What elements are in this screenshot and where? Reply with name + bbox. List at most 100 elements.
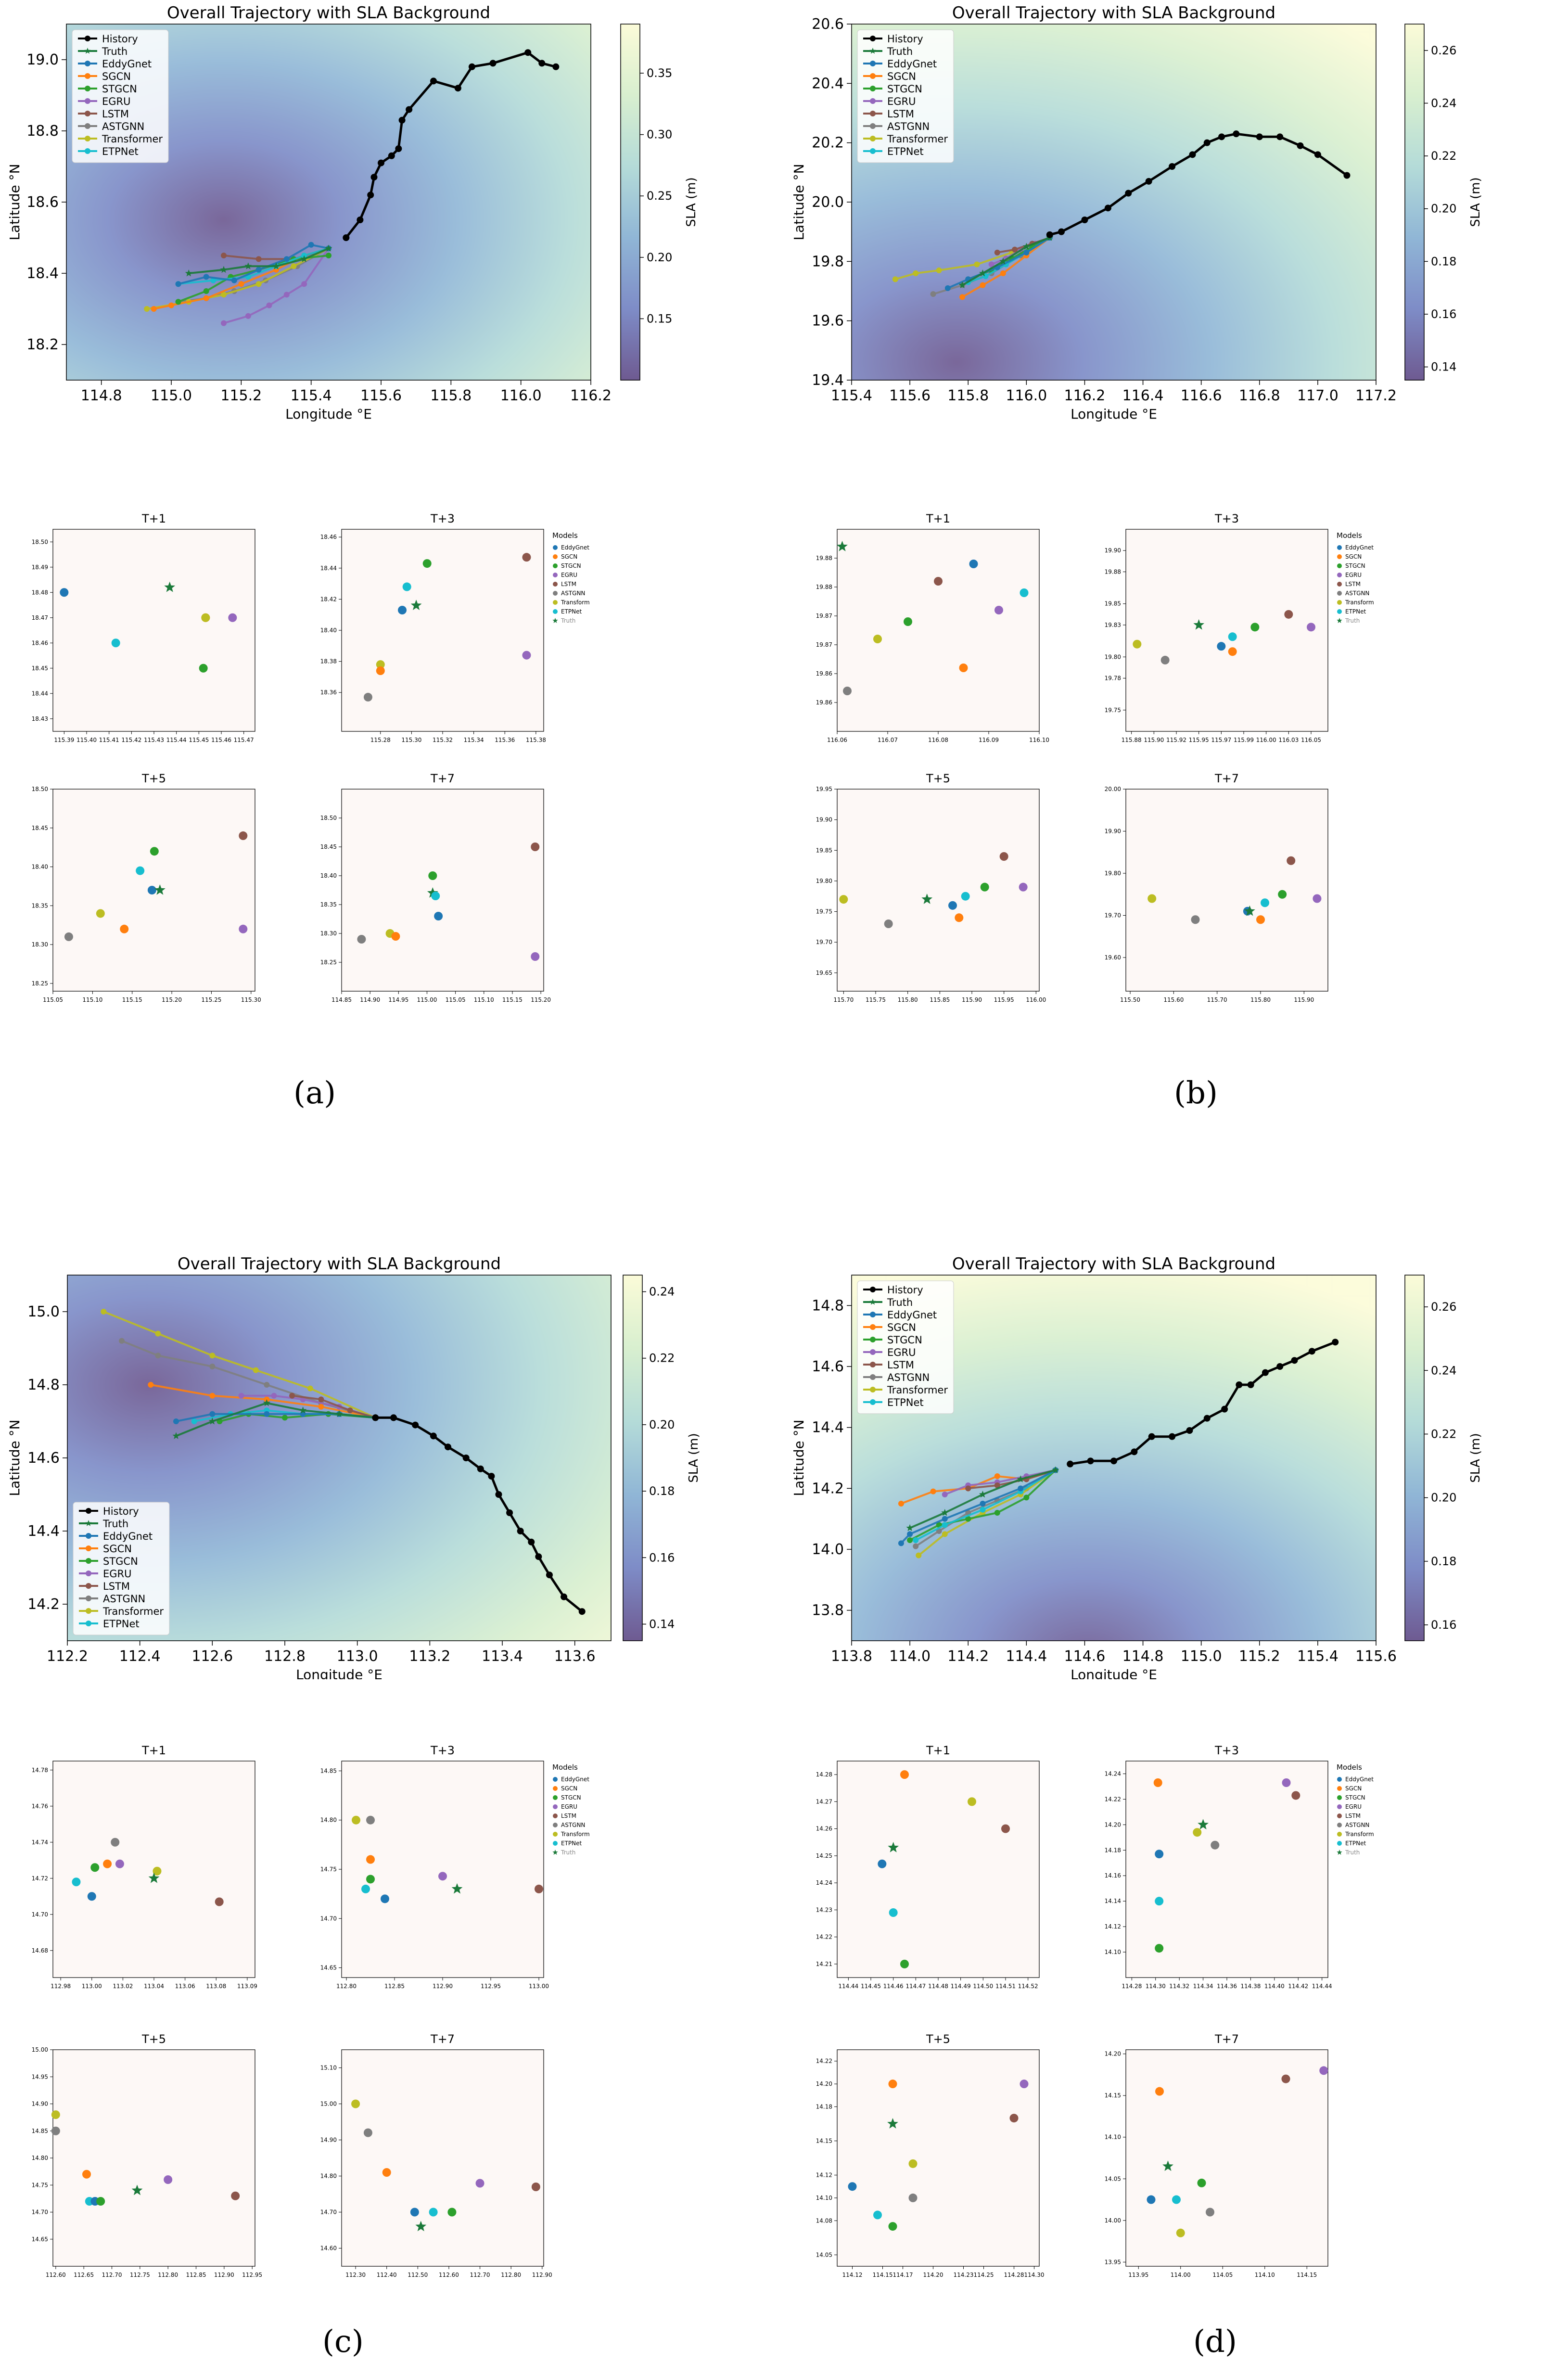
point-egru: [1307, 623, 1315, 632]
x-tick-label: 114.20: [923, 2272, 943, 2278]
legend-title: Models: [552, 531, 578, 540]
colorbar-tick-label: 0.20: [649, 1418, 675, 1431]
point-astgnn: [366, 1815, 375, 1825]
legend-swatch-marker: [86, 1508, 91, 1514]
x-tick-label: 114.50: [973, 1983, 993, 1990]
legend-swatch-marker: [1337, 1804, 1342, 1809]
point-eddygnet: [878, 1859, 887, 1868]
x-tick-label: 115.60: [1163, 996, 1184, 1003]
legend-entry-astgnn: ASTGNN: [887, 1372, 930, 1383]
y-tick-label: 20.4: [812, 75, 844, 92]
series-point-history: [552, 63, 560, 70]
truth-marker: [244, 262, 252, 269]
x-tick-label: 115.10: [474, 996, 494, 1003]
x-tick-label: 115.45: [189, 737, 209, 743]
series-point-history: [1104, 204, 1111, 212]
x-tick-label: 116.09: [979, 737, 999, 743]
series-point-history: [1189, 151, 1196, 158]
point-sgcn: [82, 2170, 91, 2179]
point-astgnn: [51, 2126, 60, 2135]
series-point-stgcn: [994, 1510, 1000, 1516]
y-tick-label: 19.65: [816, 970, 832, 976]
colorbar-tick-label: 0.35: [647, 66, 672, 80]
series-point-history: [395, 145, 402, 152]
panel-b-scatter: T+1 116.06 116.07 116.08 116.09 116.10 19.86 19…: [816, 512, 1374, 1003]
point-egru: [1313, 894, 1322, 903]
series-point-history: [506, 1509, 513, 1516]
point-egru: [531, 952, 540, 961]
series-point-egru: [221, 320, 227, 326]
point-lstm: [1001, 1824, 1010, 1833]
legend-title: Models: [1337, 1763, 1362, 1772]
x-tick-label: 114.23: [954, 2272, 974, 2278]
series-point-transformer: [307, 1385, 313, 1392]
legend-entry-stgcn: STGCN: [561, 562, 581, 569]
chart-title: Overall Trajectory with SLA Background: [952, 3, 1275, 23]
point-etpnet: [361, 1884, 370, 1893]
legend-entry-astgnn: ASTGNN: [561, 590, 585, 597]
series-point-egru: [988, 261, 994, 268]
series-point-eddygnet: [907, 1531, 913, 1537]
series-point-eddygnet: [980, 1501, 986, 1507]
y-tick-label: 18.43: [32, 715, 48, 722]
y-tick-label: 14.08: [816, 2217, 832, 2224]
chart-title: Overall Trajectory with SLA Background: [178, 1254, 501, 1274]
y-tick-label: 14.90: [320, 2137, 337, 2144]
y-tick-label: 14.70: [320, 2209, 337, 2216]
x-tick-label: 113.09: [237, 1983, 257, 1990]
legend-swatch-marker: [553, 591, 558, 596]
y-tick-label: 19.88: [816, 555, 832, 562]
legend-entry-sgcn: SGCN: [561, 553, 577, 560]
series-point-lstm: [255, 256, 262, 262]
series-point-transformer: [144, 306, 150, 312]
series-point-history: [535, 1553, 542, 1560]
legend-entry-transformer: Transformer: [887, 1384, 948, 1396]
x-tick-label: 115.28: [370, 737, 391, 743]
legend-entry-eddygnet: EddyGnet: [887, 1309, 937, 1321]
series-point-history: [1314, 151, 1321, 158]
series-point-history: [578, 1608, 586, 1615]
legend-title: Models: [1337, 531, 1362, 540]
series-point-history: [430, 1432, 437, 1440]
legend-swatch-marker: [85, 36, 90, 41]
series-line-truth: [189, 247, 329, 274]
x-tick-label: 115.44: [166, 737, 187, 743]
y-tick-label: 15.10: [320, 2065, 337, 2071]
truth-marker: [272, 262, 280, 269]
y-tick-label: 14.76: [32, 1803, 48, 1810]
series-line-egru: [223, 248, 330, 324]
subplot-frame: [52, 529, 255, 732]
colorbar-tick-label: 0.18: [1431, 255, 1456, 268]
y-tick-label: 14.8: [27, 1377, 60, 1393]
series-point-etpnet: [191, 1418, 197, 1424]
x-tick-label: 114.30: [1024, 2272, 1045, 2278]
legend-entry-truth: Truth: [561, 1849, 575, 1856]
point-transformer: [352, 1815, 360, 1825]
series-point-sgcn: [209, 1392, 216, 1399]
y-tick-label: 18.30: [320, 930, 337, 937]
y-tick-label: 19.6: [812, 313, 844, 330]
x-tick-label: 115.43: [144, 737, 164, 743]
series-point-history: [1110, 1457, 1117, 1465]
point-lstm: [1284, 610, 1293, 619]
series-line-history: [1049, 132, 1348, 236]
point-stgcn: [1155, 1944, 1164, 1953]
series-point-history: [445, 1443, 451, 1451]
series-point-eddygnet: [173, 1418, 179, 1424]
panel-a-trajectory: Overall Trajectory with SLA Background 11…: [7, 3, 699, 422]
x-tick-label: 115.10: [82, 996, 102, 1003]
x-tick-label: 114.15: [1297, 2272, 1317, 2278]
x-tick-label: 112.70: [102, 2272, 122, 2278]
legend-swatch-marker: [86, 1621, 91, 1626]
x-tick-label: 114.34: [1193, 1983, 1213, 1990]
y-tick-label: 14.16: [1105, 1872, 1121, 1879]
subplot-frame: [837, 529, 1040, 732]
legend-entry-egru: EGRU: [102, 96, 131, 107]
series-point-history: [1131, 1448, 1138, 1456]
truth-marker: [154, 884, 166, 895]
subplot-title: T+7: [430, 772, 455, 785]
x-tick-label: 115.25: [201, 996, 221, 1003]
legend-entry-etpnet: ETPNet: [1345, 608, 1366, 615]
y-tick-label: 14.90: [32, 2101, 48, 2107]
